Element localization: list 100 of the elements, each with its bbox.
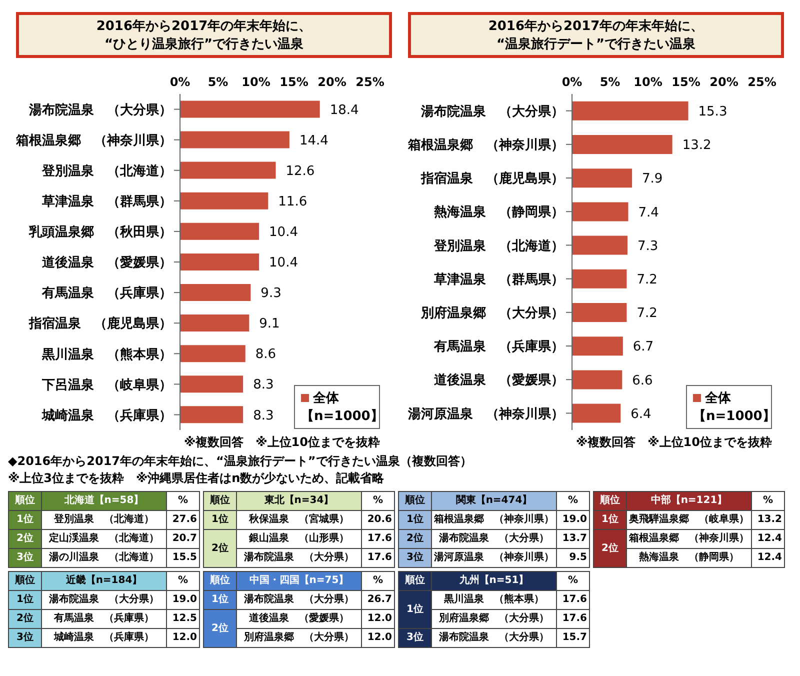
y-tick-label: 道後温泉 （愛媛県） — [41, 254, 172, 271]
bar — [180, 192, 268, 210]
bar — [180, 100, 320, 118]
bar — [180, 345, 246, 362]
category-label: 2位 — [212, 622, 228, 634]
category-label: 奥飛騨温泉郷 （岐阜県） — [626, 510, 752, 530]
text: 12.4 — [757, 533, 782, 544]
x-tick-label: 5% — [208, 75, 228, 89]
bar — [180, 376, 244, 393]
y-tick-label: 有馬温泉 （兵庫県） — [41, 285, 172, 302]
category-label: 1位 — [212, 514, 228, 525]
text: 12.0 — [367, 632, 392, 643]
data-label: 7.2 — [636, 272, 658, 288]
category-label: 2位 — [16, 613, 34, 624]
bar — [572, 302, 627, 322]
text: 順位 — [398, 492, 432, 510]
text: 13.7 — [562, 533, 587, 544]
text: 順位 — [204, 492, 236, 510]
bar — [572, 236, 628, 255]
data-label: 10.4 — [269, 256, 298, 271]
text: 17.6 — [562, 613, 587, 624]
text: 関東【n=474】 — [432, 492, 556, 510]
category-label: 2位 — [16, 533, 34, 544]
data-label: 14.4 — [299, 133, 328, 148]
text: 順位 — [204, 572, 236, 590]
x-tick-label: 10% — [242, 75, 270, 89]
text: % — [362, 572, 394, 590]
y-tick-label: 草津温泉 （群馬県） — [41, 194, 172, 210]
y-tick-label: 黒川温泉 （熊本県） — [41, 346, 172, 362]
category-label: 道後温泉 （愛媛県） — [236, 610, 362, 628]
y-tick-label: 湯布院温泉 （大分県） — [420, 103, 564, 120]
y-tick-label: 熱海温泉 （静岡県） — [433, 204, 564, 220]
text: 19.0 — [172, 594, 197, 605]
x-tick-label: 15% — [280, 75, 308, 89]
x-tick-label: 10% — [634, 75, 662, 89]
legend-label: 全体【n=1000】 — [301, 390, 384, 425]
category-label: 別府温泉郷 （大分県） — [236, 628, 362, 648]
bar — [572, 370, 622, 390]
bar — [180, 222, 260, 240]
y-tick-label: 城崎温泉 （兵庫県） — [41, 407, 172, 424]
category-label: 1位 — [602, 514, 618, 525]
bar — [180, 253, 260, 270]
text: 東北【n=34】 — [236, 492, 362, 510]
data-label: 6.4 — [630, 406, 652, 422]
bar — [180, 162, 276, 179]
category-label: 湯布院温泉 （大分県） — [236, 590, 362, 610]
data-label: 13.2 — [682, 138, 712, 154]
text: % — [556, 572, 590, 590]
text: 20.6 — [367, 514, 392, 525]
x-tick-label: 0% — [562, 75, 582, 89]
y-tick-label: 湯河原温泉 （神奈川県） — [407, 406, 564, 422]
x-tick-label: 20% — [710, 75, 738, 89]
text: ※複数回答 ※上位10位までを抜粋 — [574, 434, 773, 451]
data-label: 9.3 — [260, 286, 282, 302]
chart-title: 2016年から2017年の年末年始に、 “ひとり温泉旅行”で行きたい温泉 — [16, 12, 392, 58]
bar — [180, 284, 251, 301]
text: 順位 — [8, 492, 42, 510]
bar — [180, 406, 244, 424]
category-label: 3位 — [406, 632, 424, 643]
bar — [572, 168, 632, 188]
data-label: 8.3 — [253, 408, 274, 424]
text: 中部【n=121】 — [626, 492, 752, 510]
text: 順位 — [8, 572, 42, 590]
text: 17.6 — [562, 594, 587, 605]
data-label: 12.6 — [286, 164, 315, 179]
x-tick-label: 5% — [600, 75, 620, 89]
text: 17.6 — [367, 552, 392, 563]
category-label: 2位 — [406, 533, 424, 544]
text: 12.4 — [757, 552, 782, 563]
x-tick-label: 25% — [748, 75, 776, 89]
data-label: 18.4 — [330, 102, 359, 118]
text: 順位 — [398, 572, 432, 590]
text: % — [166, 572, 200, 590]
chart-title: 2016年から2017年の年末年始に、 “温泉旅行デート”で行きたい温泉 — [408, 12, 784, 58]
text: 北海道【n=58】 — [42, 492, 166, 510]
text: 順位 — [594, 492, 626, 510]
bar — [180, 131, 290, 148]
x-tick-label: 0% — [170, 75, 190, 89]
data-label: 9.1 — [259, 316, 280, 332]
y-tick-label: 道後温泉 （愛媛県） — [433, 372, 564, 388]
category-label: 2位 — [212, 542, 228, 554]
text: 九州【n=51】 — [432, 572, 556, 590]
y-tick-label: 登別温泉 （北海道） — [41, 164, 172, 179]
text: ※上位3位までを抜粋 ※沖縄県居住者はn数が少ないため、記載省略 — [8, 470, 386, 487]
data-label: 8.6 — [255, 347, 276, 362]
text: 近畿【n=184】 — [42, 572, 166, 590]
y-tick-label: 登別温泉 （北海道） — [433, 238, 564, 254]
text: ※複数回答 ※上位10位までを抜粋 — [182, 434, 381, 451]
legend-label: 全体【n=1000】 — [693, 390, 776, 425]
text: 12.5 — [172, 613, 197, 624]
category-label: 1位 — [16, 594, 34, 605]
data-label: 15.3 — [698, 104, 728, 120]
category-label: 秋保温泉 （宮城県） — [236, 510, 362, 530]
y-tick-label: 指宿温泉 （鹿児島県） — [420, 170, 564, 187]
category-label: 1位 — [406, 514, 424, 525]
y-tick-label: 箱根温泉郷 （神奈川県） — [15, 132, 172, 148]
text: 17.6 — [367, 533, 392, 544]
category-label: 1位 — [212, 594, 228, 605]
bar — [572, 101, 688, 120]
bar — [572, 336, 623, 356]
